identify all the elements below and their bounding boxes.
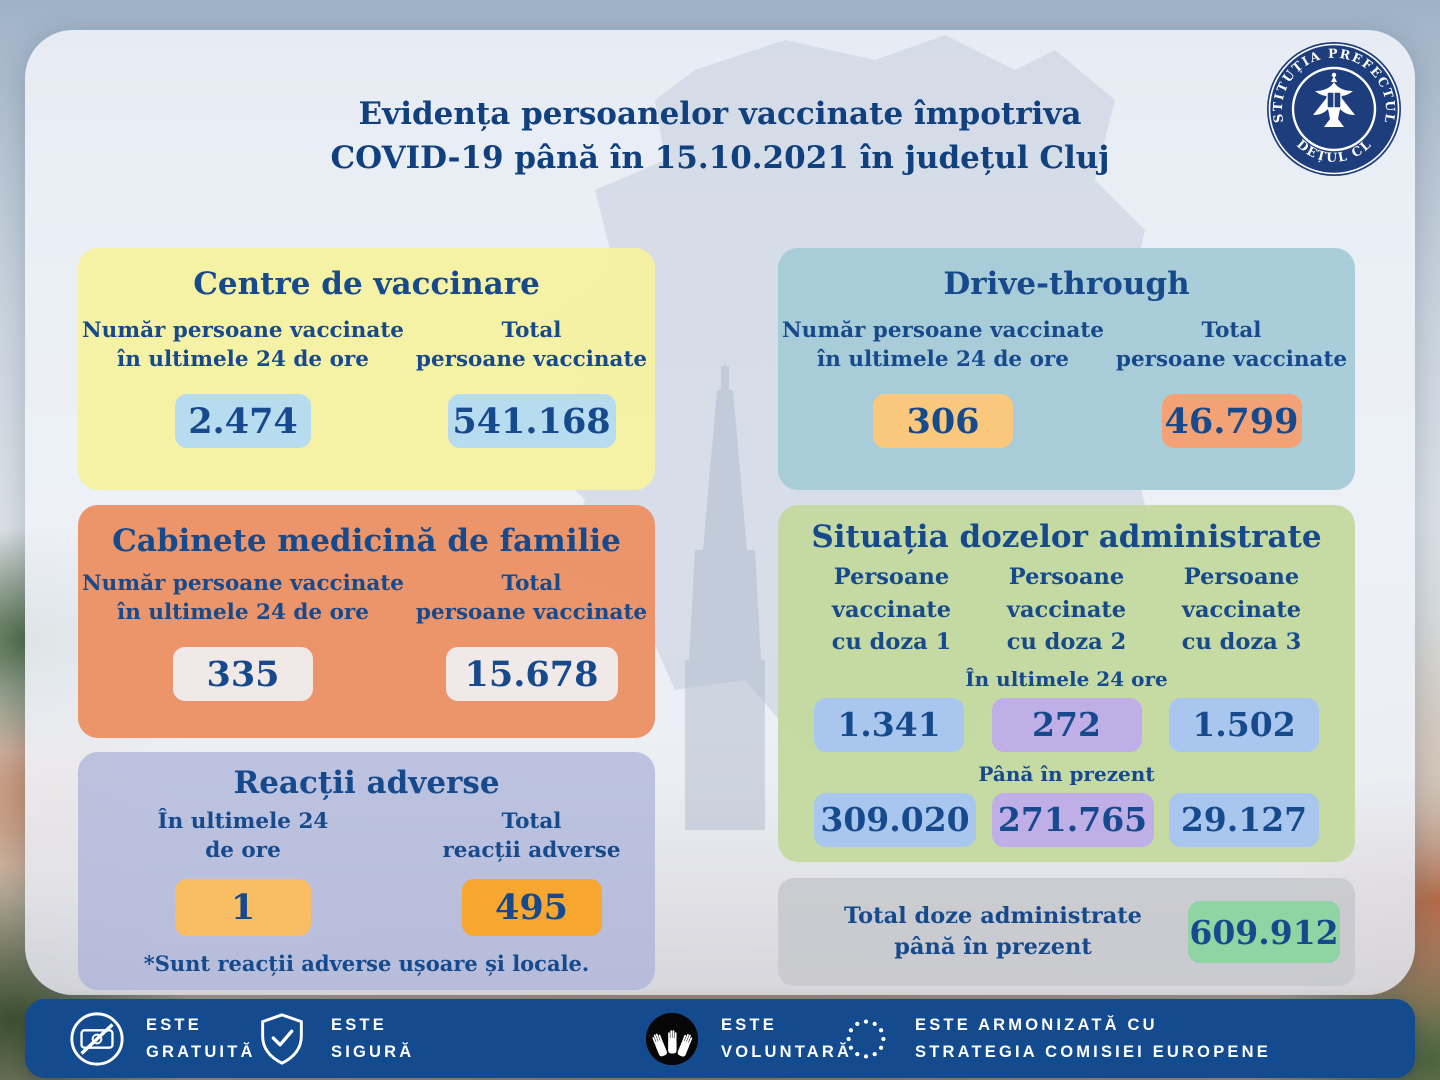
label-total: Total persoane vaccinate <box>1115 318 1348 373</box>
footer-item-voluntara: ESTE VOLUNTARĂ <box>643 999 852 1078</box>
footer-label: ESTE GRATUITĂ <box>146 1016 256 1061</box>
panel-drive-through: Drive-through Număr persoane vaccinate î… <box>778 248 1355 490</box>
label-24h: Număr persoane vaccinate în ultimele 24 … <box>82 318 404 373</box>
label-doza-3: Persoane vaccinate cu doza 3 <box>1181 564 1302 656</box>
panel-cabinete-medicina-familie: Cabinete medicină de familie Număr perso… <box>78 505 655 738</box>
panel-situatia-dozelor: Situația dozelor administrate Persoane v… <box>778 505 1355 862</box>
panel-total-doze: Total doze administrate până în prezent … <box>778 878 1355 986</box>
value-doza1-total: 309.020 <box>814 792 976 847</box>
value-24h: 2.474 <box>175 394 311 449</box>
church-spire-silhouette <box>685 360 765 830</box>
value-doza1-24h: 1.341 <box>814 697 964 752</box>
panel-centre-de-vaccinare: Centre de vaccinare Număr persoane vacci… <box>78 248 655 490</box>
panel-reactii-adverse: Reacții adverse În ultimele 24 de ore 1 … <box>78 752 655 990</box>
value-24h: 335 <box>173 647 313 702</box>
page-title: Evidența persoanelor vaccinate împotriva… <box>330 96 1110 177</box>
panel-title: Centre de vaccinare <box>193 266 540 302</box>
total-doze-label: Total doze administrate până în prezent <box>844 902 1142 961</box>
label-total: Total persoane vaccinate <box>415 571 648 626</box>
footer-bar: ESTE GRATUITĂ ESTE SIGURĂ <box>25 999 1415 1078</box>
footnote: *Sunt reacții adverse ușoare și locale. <box>143 951 590 977</box>
label-ultimele-24-ore: În ultimele 24 ore <box>965 666 1168 691</box>
value-doza3-24h: 1.502 <box>1169 697 1319 752</box>
prefecture-seal-logo: INSTITUȚIA PREFECTULUI • JUDEȚUL CLUJ • <box>1265 40 1401 176</box>
total-doze-value: 609.912 <box>1188 901 1340 963</box>
shield-check-icon <box>261 1012 303 1065</box>
raised-hands-icon <box>645 1012 699 1065</box>
value-total: 495 <box>461 879 602 937</box>
value-total: 46.799 <box>1161 394 1302 449</box>
value-total: 15.678 <box>445 647 618 702</box>
footer-item-sigura: ESTE SIGURĂ <box>253 999 414 1078</box>
footer-item-gratuita: ESTE GRATUITĂ <box>68 999 256 1078</box>
label-doza-2: Persoane vaccinate cu doza 2 <box>1006 564 1127 656</box>
label-doza-1: Persoane vaccinate cu doza 1 <box>831 564 952 656</box>
panel-title: Drive-through <box>943 266 1190 302</box>
label-total: Total reacții adverse <box>442 809 621 864</box>
footer-label: ESTE VOLUNTARĂ <box>721 1016 853 1061</box>
no-money-icon <box>70 1011 124 1066</box>
value-24h: 1 <box>175 879 311 937</box>
footer-label: ESTE ARMONIZATĂ CU STRATEGIA COMISIEI EU… <box>915 1016 1271 1061</box>
label-total: Total persoane vaccinate <box>415 318 648 373</box>
footer-label: ESTE SIGURĂ <box>331 1016 415 1061</box>
value-total: 541.168 <box>447 394 616 449</box>
value-24h: 306 <box>873 394 1013 449</box>
panel-title: Reacții adverse <box>233 765 500 801</box>
label-24h: În ultimele 24 de ore <box>157 809 329 864</box>
value-doza2-24h: 272 <box>991 697 1142 752</box>
panel-title: Situația dozelor administrate <box>811 519 1322 555</box>
panel-title: Cabinete medicină de familie <box>112 523 621 559</box>
infographic-card: Evidența persoanelor vaccinate împotriva… <box>25 30 1415 995</box>
footer-item-armonizata: ESTE ARMONIZATĂ CU STRATEGIA COMISIEI EU… <box>837 999 1271 1078</box>
value-doza3-total: 29.127 <box>1169 792 1319 847</box>
value-doza2-total: 271.765 <box>991 792 1154 847</box>
label-24h: Număr persoane vaccinate în ultimele 24 … <box>82 571 404 626</box>
eagle-emblem-icon <box>1313 72 1355 127</box>
label-pana-in-prezent: Până în prezent <box>978 761 1155 786</box>
label-24h: Număr persoane vaccinate în ultimele 24 … <box>782 318 1104 373</box>
eu-stars-icon <box>846 1018 886 1059</box>
